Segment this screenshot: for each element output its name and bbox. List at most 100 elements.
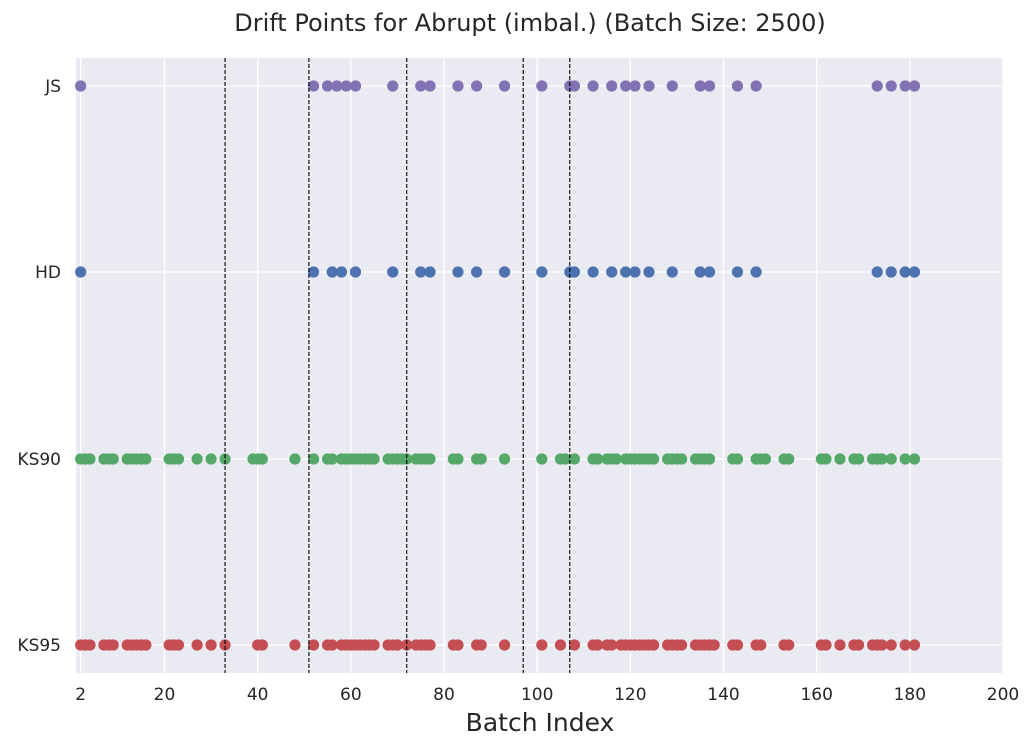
y-tick-label: HD [35,263,61,283]
data-point-hd [587,266,599,278]
y-tick-label: KS95 [17,636,61,656]
data-point-ks90 [107,453,119,465]
data-point-ks95 [391,639,404,651]
data-point-hd [750,266,762,278]
data-point-hd [606,266,618,278]
data-point-ks95 [205,639,217,651]
data-point-ks95 [648,639,660,651]
data-point-ks95 [568,639,581,651]
data-point-hd [326,266,338,278]
data-point-hd [703,266,716,278]
data-point-ks90 [172,453,185,465]
data-point-ks90 [783,453,795,465]
data-point-ks95 [592,639,604,651]
data-point-js [568,80,581,92]
data-point-ks95 [172,639,185,651]
chart-title: Drift Points for Abrupt (imbal.) (Batch … [234,9,825,37]
data-point-ks90 [876,453,888,465]
data-point-ks95 [554,639,567,651]
data-point-hd [620,266,632,278]
data-point-js [620,80,632,92]
x-tick-label: 120 [614,685,646,705]
data-point-ks95 [475,639,487,651]
data-point-ks90 [326,453,338,465]
data-point-hd [643,266,655,278]
x-tick-label: 180 [894,685,926,705]
data-point-js [340,80,352,92]
data-point-ks90 [452,453,464,465]
data-point-js [471,80,483,92]
data-point-js [643,80,655,92]
data-point-hd [307,266,320,278]
data-point-ks90 [205,453,217,465]
data-point-ks95 [731,639,744,651]
data-point-ks95 [536,639,548,651]
x-tick-label: 100 [521,685,553,705]
data-point-ks95 [219,639,231,651]
data-point-ks90 [368,453,380,465]
data-point-js [666,80,678,92]
data-point-js [731,80,744,92]
data-point-hd [885,266,897,278]
data-point-hd [75,266,87,278]
data-point-hd [908,266,921,278]
data-point-ks90 [536,453,548,465]
data-point-hd [871,266,883,278]
data-point-hd [666,266,678,278]
data-point-ks90 [401,453,413,465]
y-tick-label: KS90 [17,450,61,470]
data-point-ks90 [475,453,487,465]
data-point-ks95 [307,639,320,651]
data-point-ks95 [107,639,119,651]
y-tick-labels: KS95 KS90 HD JS [17,77,61,656]
x-tick-label: 60 [340,685,362,705]
data-point-hd [452,266,464,278]
data-point-js [885,80,897,92]
data-point-js [629,80,641,92]
x-tick-label: 20 [154,685,176,705]
data-point-hd [536,266,548,278]
data-point-js [331,80,343,92]
x-tick-label: 140 [707,685,739,705]
data-point-ks95 [424,639,436,651]
data-point-ks95 [820,639,832,651]
x-tick-labels: 2 20 40 60 80 100 120 140 160 180 200 [75,685,1019,705]
data-point-ks95 [498,639,511,651]
plot-area [76,58,1003,673]
data-point-ks90 [820,453,832,465]
data-point-ks95 [326,639,338,651]
data-point-js [321,80,334,92]
data-point-js [899,80,911,92]
data-point-js [387,80,399,92]
data-point-ks90 [289,453,301,465]
data-point-js [908,80,921,92]
data-point-hd [498,266,511,278]
data-point-ks90 [703,453,716,465]
y-tick-label: JS [44,77,61,97]
data-point-ks95 [783,639,795,651]
data-point-ks90 [559,453,571,465]
data-point-js [871,80,883,92]
data-point-hd [694,266,706,278]
data-point-ks95 [401,639,413,651]
data-point-js [498,80,511,92]
data-point-ks95 [876,639,888,651]
data-point-js [307,80,320,92]
data-point-ks95 [140,639,152,651]
data-point-ks95 [191,639,203,651]
data-point-hd [568,266,581,278]
data-point-ks95 [256,639,268,651]
drift-lines [224,58,571,673]
data-point-js [536,80,548,92]
data-point-ks90 [731,453,744,465]
data-point-ks95 [755,639,767,651]
data-point-js [703,80,716,92]
data-point-ks90 [908,453,921,465]
x-axis-label: Batch Index [466,708,615,737]
data-point-js [694,80,706,92]
data-points [75,80,921,651]
data-point-js [349,80,362,92]
data-point-hd [899,266,911,278]
x-tick-label: 200 [987,685,1019,705]
